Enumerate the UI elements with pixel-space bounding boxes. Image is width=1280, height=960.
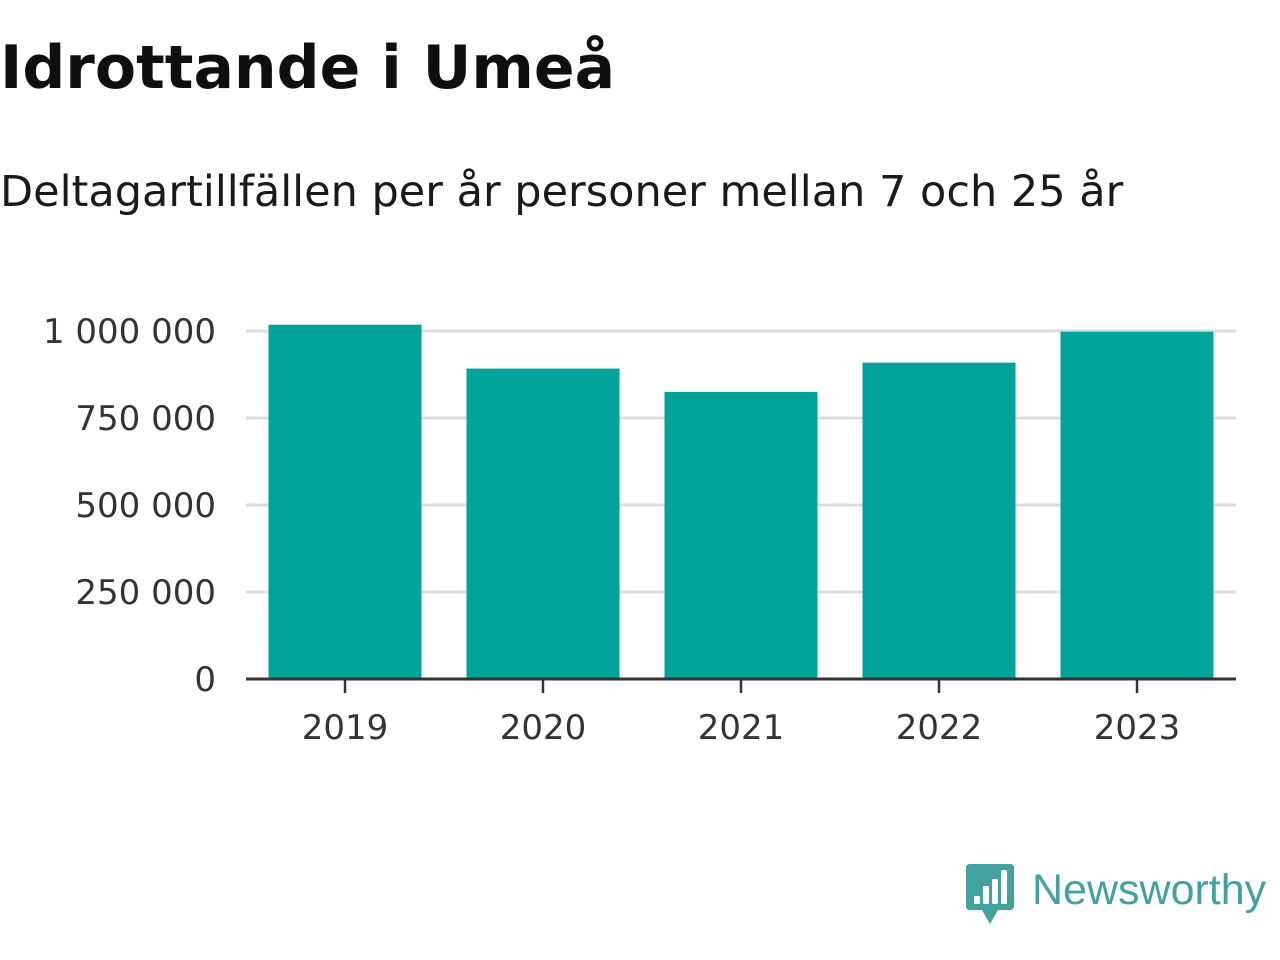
x-tick-label: 2023 (1094, 708, 1181, 748)
brand-logo-group: Newsworthy (964, 862, 1266, 926)
bar-chart: 0 250 000 500 000 750 000 1 000 000 2019 2020 2… (43, 312, 1236, 748)
y-tick-label: 1 000 000 (43, 312, 216, 352)
x-tick-label: 2020 (500, 708, 587, 748)
bars (268, 324, 1214, 679)
y-tick-label: 250 000 (75, 573, 216, 613)
y-tick-label: 0 (194, 660, 216, 700)
x-tick-label: 2021 (698, 708, 785, 748)
bar (1060, 331, 1214, 679)
axes: 0 250 000 500 000 750 000 1 000 000 2019 2020 2… (43, 312, 1236, 748)
bar (664, 391, 818, 679)
chart-title: Idrottande i Umeå (0, 33, 616, 103)
bar (466, 368, 620, 679)
bar (862, 362, 1016, 679)
bar (268, 324, 422, 679)
x-tick-label: 2019 (302, 708, 389, 748)
bar-chart-speech-bubble-icon (966, 864, 1014, 924)
y-tick-label: 750 000 (75, 399, 216, 439)
brand-name: Newsworthy (1032, 865, 1267, 914)
y-tick-label: 500 000 (75, 486, 216, 526)
x-tick-label: 2022 (896, 708, 983, 748)
chart-subtitle: Deltagartillfällen per år personer mella… (0, 167, 1124, 217)
